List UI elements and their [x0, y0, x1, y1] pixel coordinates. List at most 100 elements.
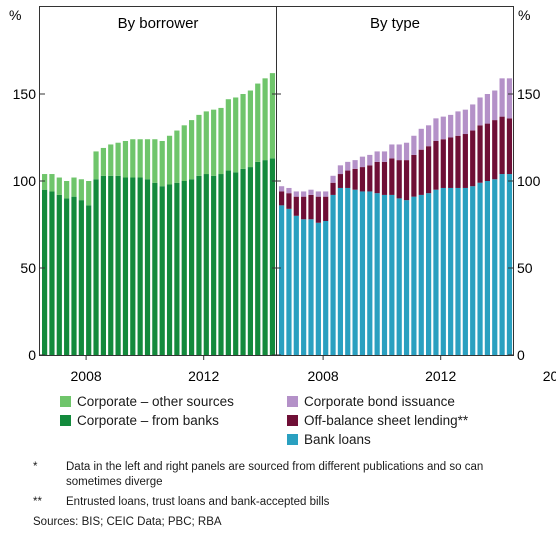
bar-segment [100, 147, 106, 176]
bar-segment [233, 172, 239, 355]
right-y-unit: % [518, 7, 530, 23]
bar-segment [484, 181, 490, 355]
bar-segment [247, 167, 253, 355]
bar-segment [64, 181, 70, 199]
bar-segment [396, 160, 402, 199]
bar-segment [286, 208, 292, 355]
bar-segment [262, 78, 268, 161]
bar-segment [152, 182, 158, 355]
bar-segment [189, 179, 195, 355]
bar-segment [484, 123, 490, 181]
bar-segment [367, 154, 373, 166]
bar-segment [396, 144, 402, 161]
bar-segment [323, 191, 329, 197]
y-tick-label: 50 [517, 260, 533, 276]
y-tick-label: 100 [13, 173, 37, 189]
bar-segment [301, 196, 307, 220]
bar-segment [308, 194, 314, 220]
bar-segment [315, 196, 321, 223]
bar-segment [71, 196, 77, 355]
bar-segment [293, 215, 299, 355]
bar-segment [269, 73, 276, 159]
legend-item: Corporate – other sources [60, 392, 234, 411]
axes: 0 0 50 50 100 100 150 150 2008 2012 2008 2012 2016 [13, 86, 556, 384]
bar-segment [301, 191, 307, 197]
bar-segment [130, 177, 136, 355]
bar-segment [337, 187, 343, 355]
y-tick-label: 0 [28, 347, 36, 363]
bar-segment [396, 198, 402, 355]
bar-segment [330, 194, 336, 355]
bar-segment [211, 175, 217, 355]
bar-segment [462, 134, 468, 188]
bar-segment [440, 187, 446, 355]
bar-segment [337, 165, 343, 175]
legend-label: Off-balance sheet lending** [304, 413, 469, 428]
legend-swatch [287, 415, 298, 426]
legend-label: Corporate – other sources [77, 394, 234, 409]
footnotes: * Data in the left and right panels are … [33, 460, 533, 530]
bar-segment [462, 187, 468, 355]
footnote-marker: ** [33, 496, 42, 508]
bar-segment [240, 94, 246, 169]
bar-segment [403, 142, 410, 161]
bar-segment [174, 130, 180, 183]
x-tick-label: 2016 [543, 368, 556, 384]
bar-segment [374, 161, 380, 194]
bar-segment [345, 187, 351, 355]
legend-right: Corporate bond issuance Off-balance shee… [287, 392, 468, 449]
bar-segment [330, 182, 336, 195]
bar-segment [166, 135, 173, 185]
bar-segment [189, 120, 195, 180]
bar-segment [403, 200, 410, 355]
bar-segment [137, 139, 143, 178]
bar-segment [152, 139, 158, 183]
bar-segment [367, 191, 373, 355]
chart-svg: By borrower By type % % 0 0 50 50 100 100 150 1… [9, 6, 556, 384]
x-tick-label: 2012 [188, 368, 219, 384]
bar-segment [455, 187, 461, 355]
bar-segment [130, 139, 136, 178]
bar-segment [381, 161, 388, 195]
left-panel-title: By borrower [118, 15, 199, 32]
bar-segment [330, 175, 336, 183]
bar-segment [352, 160, 358, 169]
bar-segment [323, 221, 329, 355]
bar-segment [492, 179, 498, 355]
bar-segment [71, 177, 77, 197]
bar-segment [315, 222, 321, 355]
bar-segment [374, 193, 380, 355]
bar-segment [159, 186, 165, 355]
bar-segment [42, 174, 48, 190]
footnote: ** Entrusted loans, trust loans and bank… [33, 495, 533, 510]
bar-segment [433, 189, 439, 355]
bar-segment [418, 194, 424, 355]
bar-segment [78, 179, 84, 201]
bar-segment [293, 191, 299, 197]
bar-segment [389, 144, 395, 159]
bar-segment [293, 196, 299, 216]
bar-segment [374, 151, 380, 162]
bar-segment [440, 139, 446, 188]
bar-segment [286, 187, 292, 194]
legend-label: Bank loans [304, 432, 371, 447]
bar-segment [411, 154, 417, 197]
right-bars [279, 78, 513, 355]
footnote-text: Entrusted loans, trust loans and bank-ac… [66, 496, 330, 508]
bar-segment [506, 118, 513, 175]
bar-segment [56, 194, 62, 355]
bar-segment [455, 111, 461, 136]
bar-segment [308, 189, 314, 195]
legend-item: Bank loans [287, 430, 468, 449]
bar-segment [181, 125, 187, 181]
bar-segment [492, 120, 498, 180]
bar-segment [352, 189, 358, 355]
legend-left: Corporate – other sources Corporate – fr… [60, 392, 234, 430]
bar-segment [440, 116, 446, 140]
bar-segment [433, 118, 439, 141]
bar-segment [225, 99, 231, 171]
bar-segment [279, 191, 285, 206]
bar-segment [86, 205, 92, 355]
bar-segment [108, 144, 114, 176]
bar-segment [426, 125, 432, 147]
